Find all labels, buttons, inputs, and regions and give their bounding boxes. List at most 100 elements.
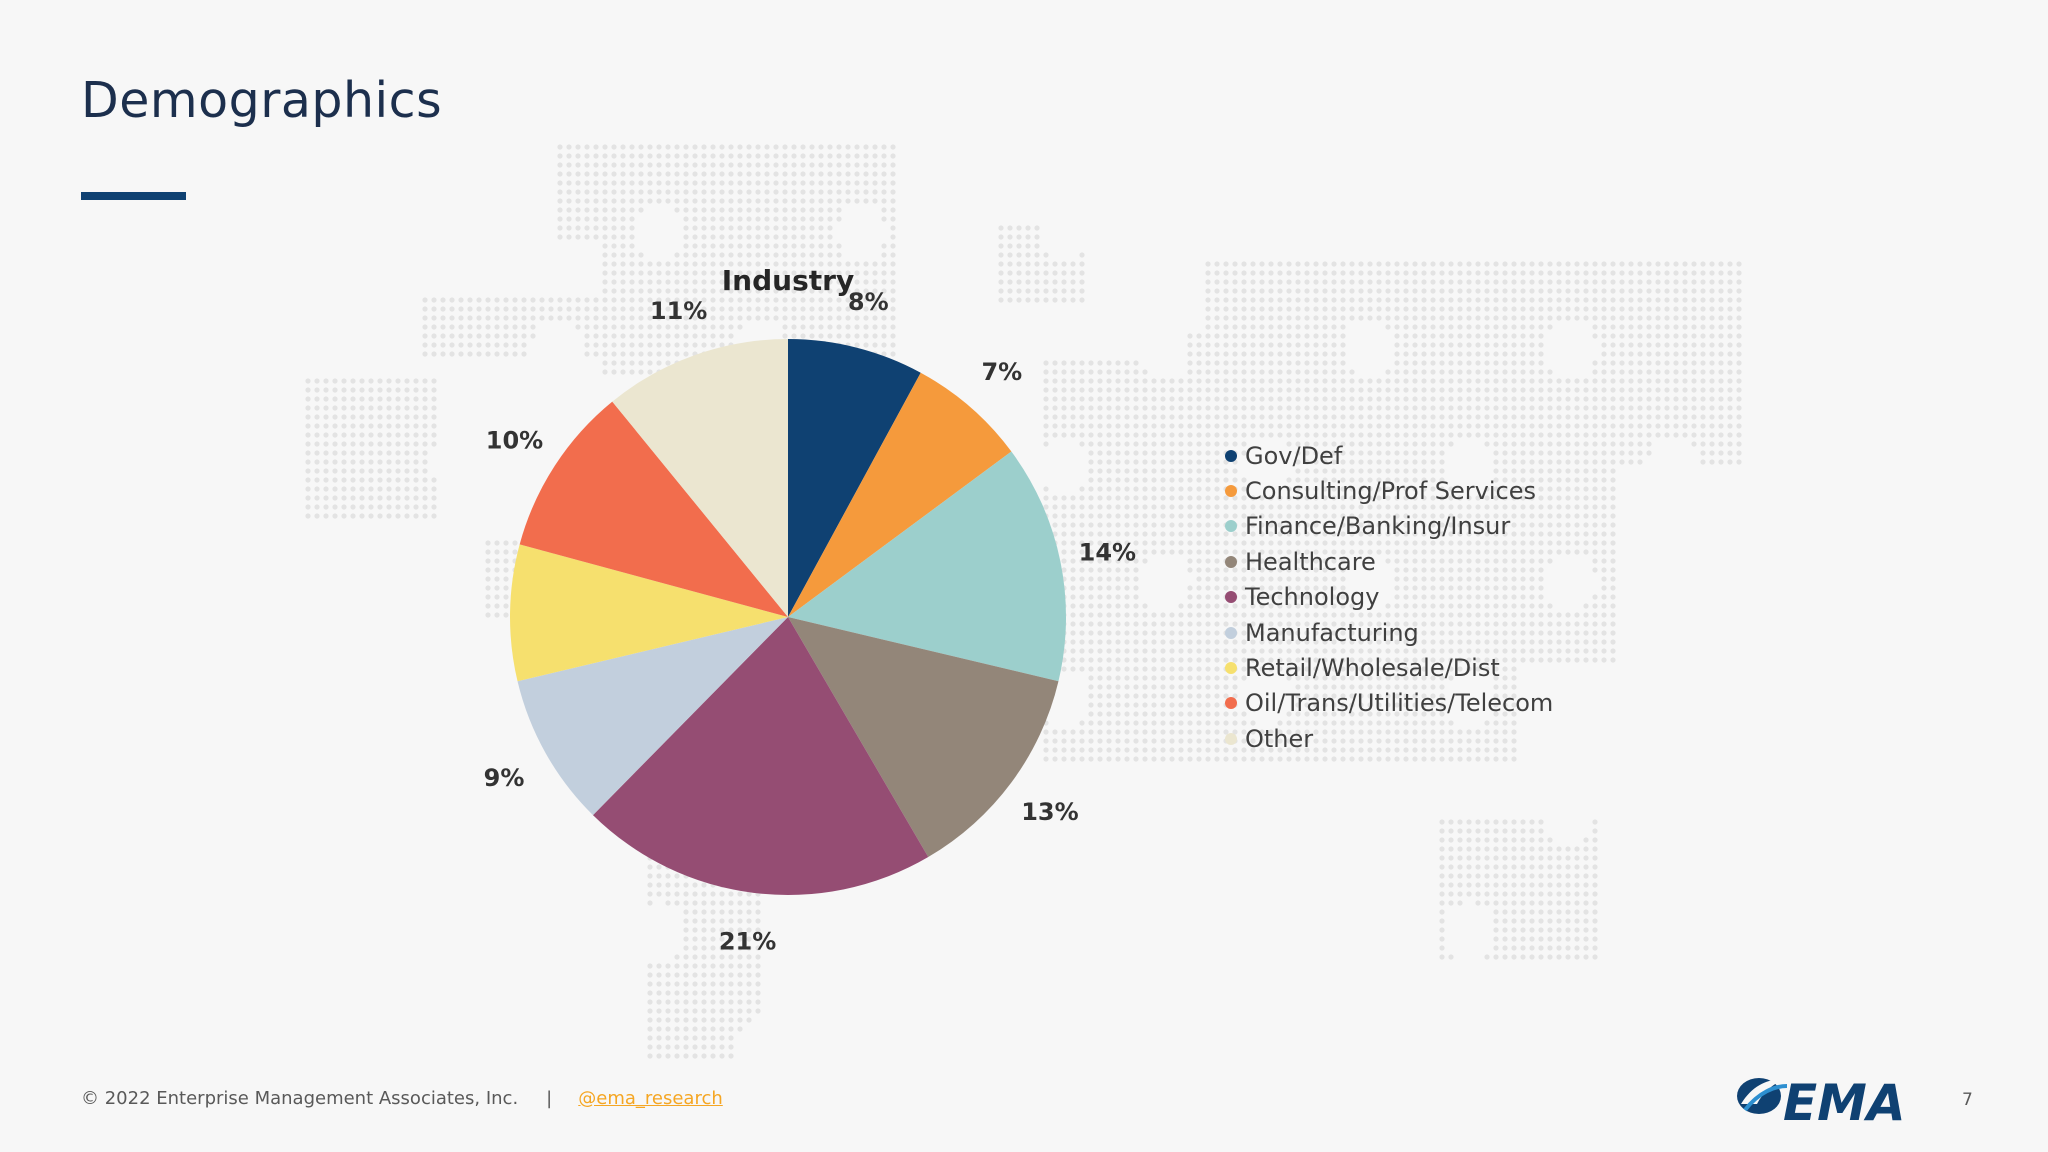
map-dot — [422, 477, 428, 483]
map-dot — [1205, 423, 1211, 429]
map-dot — [1196, 486, 1202, 492]
map-dot — [1160, 666, 1166, 672]
map-dot — [1349, 387, 1355, 393]
map-dot — [1322, 486, 1328, 492]
map-dot — [593, 162, 599, 168]
map-dot — [1547, 486, 1553, 492]
map-dot — [710, 279, 716, 285]
map-dot — [1133, 378, 1139, 384]
map-dot — [620, 153, 626, 159]
map-dot — [1610, 567, 1616, 573]
map-dot — [1196, 684, 1202, 690]
map-dot — [800, 261, 806, 267]
map-dot — [1646, 387, 1652, 393]
map-dot — [575, 216, 581, 222]
map-dot — [1214, 450, 1220, 456]
map-dot — [1043, 441, 1049, 447]
map-dot — [1421, 423, 1427, 429]
map-dot — [1565, 864, 1571, 870]
map-dot — [422, 351, 428, 357]
map-dot — [1223, 297, 1229, 303]
map-dot — [1052, 396, 1058, 402]
map-dot — [1538, 828, 1544, 834]
map-dot — [1088, 369, 1094, 375]
map-dot — [1592, 864, 1598, 870]
map-dot — [764, 171, 770, 177]
map-dot — [566, 216, 572, 222]
map-dot — [1403, 288, 1409, 294]
map-dot — [1475, 432, 1481, 438]
map-dot — [818, 315, 824, 321]
map-dot — [1448, 405, 1454, 411]
map-dot — [674, 279, 680, 285]
map-dot — [1592, 405, 1598, 411]
map-dot — [1709, 279, 1715, 285]
map-dot — [1529, 324, 1535, 330]
map-dot — [629, 360, 635, 366]
map-dot — [1556, 639, 1562, 645]
map-dot — [692, 324, 698, 330]
map-dot — [1259, 261, 1265, 267]
map-dot — [494, 324, 500, 330]
map-dot — [593, 153, 599, 159]
map-dot — [1727, 450, 1733, 456]
map-dot — [1340, 477, 1346, 483]
map-dot — [1556, 450, 1562, 456]
map-dot — [1655, 414, 1661, 420]
map-dot — [431, 486, 437, 492]
map-dot — [1349, 297, 1355, 303]
map-dot — [692, 189, 698, 195]
map-dot — [800, 234, 806, 240]
map-dot — [737, 279, 743, 285]
map-dot — [1232, 297, 1238, 303]
map-dot — [485, 297, 491, 303]
map-dot — [1232, 315, 1238, 321]
map-dot — [800, 324, 806, 330]
map-dot — [1088, 387, 1094, 393]
map-dot — [1682, 324, 1688, 330]
map-dot — [1475, 387, 1481, 393]
map-dot — [683, 261, 689, 267]
map-dot — [1196, 585, 1202, 591]
map-dot — [1502, 324, 1508, 330]
map-dot — [1682, 342, 1688, 348]
map-dot — [584, 162, 590, 168]
map-dot — [1592, 657, 1598, 663]
map-dot — [1295, 378, 1301, 384]
map-dot — [1295, 504, 1301, 510]
map-dot — [827, 216, 833, 222]
map-dot — [1511, 864, 1517, 870]
map-dot — [1223, 405, 1229, 411]
map-dot — [1223, 315, 1229, 321]
map-dot — [332, 387, 338, 393]
map-dot — [1196, 648, 1202, 654]
map-dot — [1502, 288, 1508, 294]
map-dot — [773, 288, 779, 294]
map-dot — [692, 252, 698, 258]
map-dot — [1592, 477, 1598, 483]
map-dot — [1187, 729, 1193, 735]
map-dot — [1592, 621, 1598, 627]
map-dot — [1601, 360, 1607, 366]
map-dot — [1286, 504, 1292, 510]
map-dot — [1340, 297, 1346, 303]
map-dot — [1511, 441, 1517, 447]
map-dot — [368, 432, 374, 438]
map-dot — [818, 225, 824, 231]
map-dot — [1574, 261, 1580, 267]
map-dot — [1484, 378, 1490, 384]
map-dot — [1160, 729, 1166, 735]
map-dot — [1493, 441, 1499, 447]
map-dot — [1430, 441, 1436, 447]
map-dot — [764, 315, 770, 321]
map-dot — [1583, 270, 1589, 276]
map-dot — [1421, 306, 1427, 312]
map-dot — [1673, 270, 1679, 276]
map-dot — [1376, 423, 1382, 429]
map-dot — [1070, 504, 1076, 510]
map-dot — [755, 270, 761, 276]
map-dot — [377, 468, 383, 474]
map-dot — [431, 351, 437, 357]
map-dot — [755, 189, 761, 195]
map-dot — [1628, 324, 1634, 330]
